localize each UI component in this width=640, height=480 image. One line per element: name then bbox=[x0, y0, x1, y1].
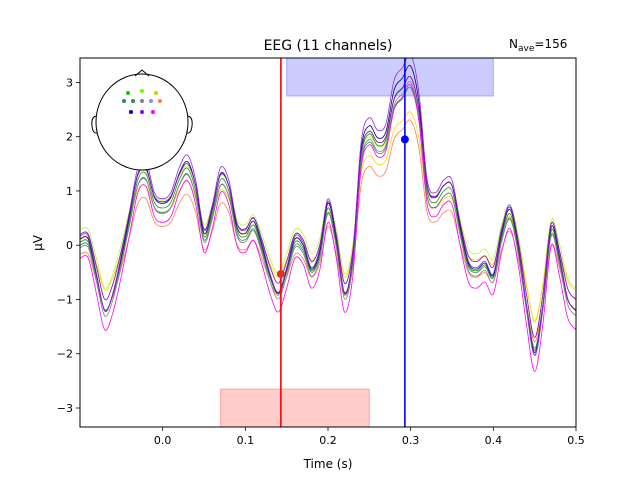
highlight-region-1 bbox=[286, 58, 494, 97]
time-markers bbox=[280, 58, 406, 427]
sensor-dot-7 bbox=[158, 99, 162, 103]
y-tick-label: 2 bbox=[66, 131, 73, 144]
channel-line-8 bbox=[80, 58, 576, 356]
y-tick-label: −1 bbox=[57, 293, 73, 306]
y-tick-label: 1 bbox=[66, 185, 73, 198]
channel-lines bbox=[80, 58, 576, 373]
channel-line-3 bbox=[80, 111, 576, 322]
x-tick-label: 0.4 bbox=[485, 434, 503, 447]
y-tick-label: −2 bbox=[57, 348, 73, 361]
head-outline bbox=[95, 73, 189, 171]
nave-annotation: Nave=156 bbox=[509, 37, 567, 54]
sensor-dots bbox=[122, 89, 162, 114]
y-tick-label: 3 bbox=[66, 76, 73, 89]
channel-line-9 bbox=[80, 83, 576, 373]
y-tick-label: 0 bbox=[66, 239, 73, 252]
sensor-dot-10 bbox=[151, 110, 155, 114]
x-axis-label: Time (s) bbox=[303, 457, 353, 471]
peak-markers bbox=[276, 135, 409, 278]
highlight-region-0 bbox=[220, 388, 370, 427]
nave-value: =156 bbox=[534, 37, 567, 51]
x-tick-label: 0.1 bbox=[237, 434, 255, 447]
peak-marker-1 bbox=[400, 135, 409, 144]
head-right-ear bbox=[186, 115, 193, 134]
sensor-head-inset bbox=[91, 69, 193, 171]
channel-line-5 bbox=[80, 86, 576, 349]
highlight-regions bbox=[220, 58, 494, 427]
sensor-dot-3 bbox=[122, 99, 126, 103]
y-axis-label: µV bbox=[31, 234, 45, 251]
head-nose bbox=[134, 69, 150, 77]
sensor-dot-1 bbox=[140, 89, 144, 93]
channel-line-10 bbox=[80, 75, 576, 338]
sensor-dot-5 bbox=[140, 99, 144, 103]
y-tick-label: −3 bbox=[57, 402, 73, 415]
sensor-dot-4 bbox=[131, 99, 135, 103]
peak-marker-0 bbox=[276, 269, 285, 278]
sensor-dot-2 bbox=[154, 91, 158, 95]
sensor-dot-9 bbox=[140, 110, 144, 114]
chart-title: EEG (11 channels) bbox=[264, 38, 393, 54]
x-tick-label: 0.2 bbox=[319, 434, 337, 447]
y-axis-ticks: −3 −2 −1 0 1 2 3 bbox=[57, 76, 80, 415]
channel-line-4 bbox=[80, 75, 576, 351]
x-axis-ticks: 0.0 0.1 0.2 0.3 0.4 0.5 bbox=[154, 427, 585, 447]
nave-label: N bbox=[509, 37, 518, 51]
sensor-dot-8 bbox=[129, 110, 133, 114]
channel-line-7 bbox=[80, 64, 576, 354]
nave-subscript: ave bbox=[518, 44, 535, 54]
channel-line-2 bbox=[80, 86, 576, 323]
x-tick-label: 0.5 bbox=[567, 434, 585, 447]
channel-line-6 bbox=[80, 81, 576, 357]
head-left-ear bbox=[91, 115, 98, 134]
sensor-dot-0 bbox=[126, 91, 130, 95]
x-tick-label: 0.0 bbox=[154, 434, 172, 447]
sensor-dot-6 bbox=[149, 99, 153, 103]
x-tick-label: 0.3 bbox=[402, 434, 420, 447]
